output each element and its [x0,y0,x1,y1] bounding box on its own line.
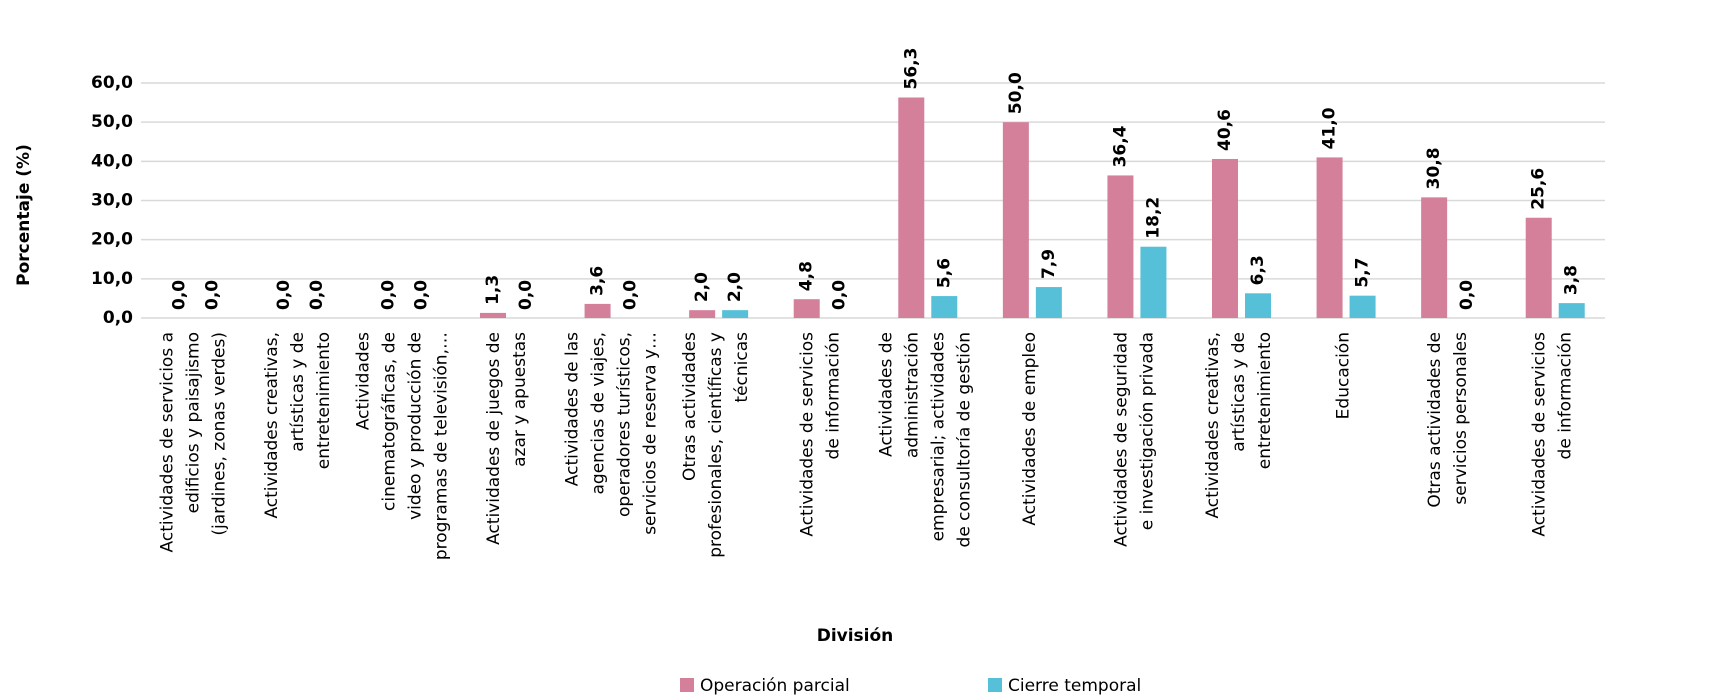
legend-label: Cierre temporal [1008,676,1141,696]
value-label: 0,0 [274,280,294,310]
x-tick-label: administración [902,332,922,458]
x-tick-label: edificios y paisajismo [183,332,203,513]
legend-swatch [680,678,694,692]
x-tick-label: de consultoría de gestión [954,332,974,547]
value-label: 2,0 [692,272,712,302]
y-tick-label: 20,0 [91,230,133,250]
legend-label: Operación parcial [700,676,850,696]
y-tick-label: 40,0 [91,151,133,171]
x-tick-label: Otras actividades [680,332,700,481]
bar [1140,246,1167,318]
x-tick-label: operadores turísticos, [615,332,635,517]
bar [1349,295,1376,318]
bar [689,310,716,318]
value-label: 50,0 [1006,72,1026,114]
x-tick-label: Actividades de servicios a [157,332,177,552]
x-tick-label: Actividades de juegos de [484,332,504,545]
x-tick-label: video y producción de [405,332,425,520]
x-tick-label: Actividades de servicios [1530,332,1550,537]
value-label: 4,8 [797,261,817,291]
value-label: 0,0 [411,280,431,310]
value-label: 0,0 [202,280,222,310]
x-tick-label: de información [824,332,844,459]
x-tick-label: profesionales, científicas y [706,332,726,558]
x-tick-label: programas de televisión,… [431,332,451,560]
x-axis-title: División [817,626,894,646]
y-tick-label: 60,0 [91,73,133,93]
y-tick-label: 30,0 [91,191,133,211]
x-tick-label: Otras actividades de [1425,332,1445,508]
x-tick-label: azar y apuestas [510,332,530,467]
bar [722,310,749,318]
value-label: 0,0 [307,280,327,310]
bar [1421,197,1448,318]
bar [1212,158,1238,318]
y-tick-label: 50,0 [91,112,133,132]
y-tick-label: 0,0 [103,308,133,328]
value-label: 40,6 [1215,109,1235,151]
value-label: 1,3 [483,275,503,305]
x-tick-label: cinematográficas, de [379,332,399,511]
x-tick-label: de información [1556,332,1576,459]
y-tick-label: 10,0 [91,269,133,289]
value-label: 0,0 [621,280,641,310]
bar [793,299,820,318]
x-tick-label: entretenimiento [1255,332,1275,469]
value-label: 41,0 [1320,107,1340,149]
value-label: 5,6 [934,258,954,288]
bar [1316,157,1343,318]
x-tick-label: Actividades de las [563,332,583,486]
x-tick-label: Actividades [353,332,373,430]
bar [898,97,925,318]
value-label: 5,7 [1353,258,1373,288]
x-tick-label: Actividades creativas, [1203,332,1223,519]
x-tick-label: servicios de reserva y… [641,332,661,535]
bar [1002,122,1029,319]
value-label: 3,8 [1562,265,1582,295]
x-tick-label: Actividades de seguridad [1111,332,1131,547]
x-tick-label: Actividades de [876,332,896,457]
value-label: 6,3 [1248,255,1268,285]
value-label: 30,8 [1424,147,1444,189]
x-tick-label: artísticas y de [1229,332,1249,452]
x-tick-label: Actividades de servicios [798,332,818,537]
bar [931,296,958,318]
x-tick-label: servicios personales [1451,332,1471,505]
x-tick-label: técnicas [732,332,752,403]
bar [1558,303,1585,318]
value-label: 0,0 [378,280,398,310]
x-tick-label: artísticas y de [288,332,308,452]
x-tick-label: Actividades creativas, [262,332,282,519]
value-label: 36,4 [1110,125,1130,167]
x-tick-label: entretenimiento [314,332,334,469]
x-tick-label: agencias de viajes, [589,332,609,495]
legend-swatch [988,678,1002,692]
bar [1107,175,1134,318]
value-label: 2,0 [725,272,745,302]
bar [480,312,506,318]
value-label: 0,0 [830,280,850,310]
x-tick-label: Educación [1334,332,1354,419]
value-label: 0,0 [1457,280,1477,310]
value-label: 7,9 [1039,249,1059,279]
bar [1245,293,1271,318]
bar [584,303,611,318]
x-tick-label: e investigación privada [1137,332,1157,530]
x-tick-label: (jardines, zonas verdes) [209,332,229,536]
bar [1035,287,1062,318]
x-tick-label: Actividades de empleo [1020,332,1040,526]
value-label: 3,6 [588,266,608,296]
value-label: 18,2 [1143,197,1163,239]
bar [1525,217,1552,318]
value-label: 56,3 [901,48,921,90]
value-label: 0,0 [169,280,189,310]
value-label: 0,0 [516,280,536,310]
y-axis-title: Porcentaje (%) [14,144,34,286]
x-tick-label: empresarial; actividades [928,332,948,542]
value-label: 25,6 [1529,168,1549,210]
